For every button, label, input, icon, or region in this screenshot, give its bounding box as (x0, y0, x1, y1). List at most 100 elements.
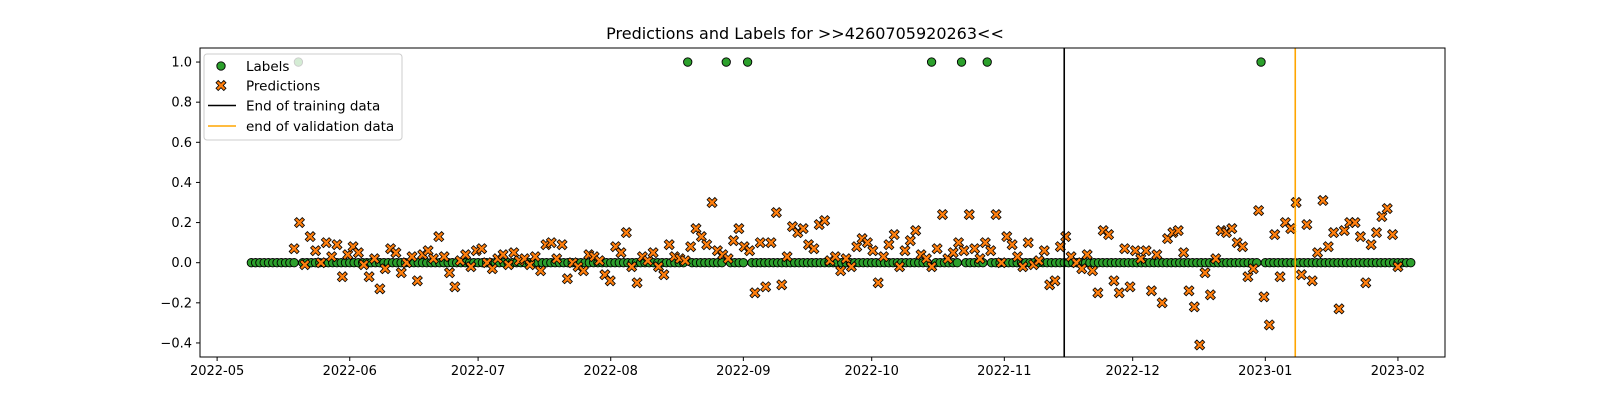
label-point (721, 57, 731, 67)
prediction-point (679, 255, 691, 267)
prediction-point (411, 275, 423, 287)
prediction-point (1103, 229, 1115, 241)
prediction-point (936, 208, 949, 221)
label-point (1256, 57, 1266, 67)
prediction-point (1172, 225, 1184, 237)
prediction-point (658, 269, 670, 281)
prediction-point (342, 249, 354, 261)
prediction-point (1017, 261, 1029, 273)
prediction-point (529, 251, 541, 263)
label-point (738, 258, 749, 268)
prediction-point (379, 263, 391, 275)
legend-entry-0: Labels (246, 59, 289, 75)
prediction-point (872, 277, 884, 289)
prediction-point (1236, 241, 1249, 253)
prediction-point (577, 265, 590, 277)
prediction-point (427, 253, 440, 265)
prediction-point (502, 259, 515, 271)
prediction-point (1290, 196, 1302, 209)
prediction-point (1060, 231, 1072, 243)
prediction-point (727, 235, 740, 247)
prediction-point (904, 235, 916, 247)
prediction-point (1113, 287, 1125, 299)
prediction-point (690, 223, 702, 235)
x-tick-label: 2022-08 (584, 364, 638, 379)
prediction-point (877, 251, 890, 263)
prediction-point (770, 206, 782, 219)
prediction-point (1365, 239, 1377, 251)
prediction-point (1242, 271, 1254, 283)
prediction-point (390, 247, 402, 259)
y-tick-label: 0.2 (171, 216, 192, 231)
x-tick-label: 2022-10 (845, 364, 899, 379)
prediction-point (974, 253, 986, 265)
prediction-point (1226, 223, 1238, 235)
y-tick-label: 0.8 (171, 96, 192, 111)
prediction-point (1387, 229, 1399, 241)
prediction-point (1006, 239, 1018, 251)
y-tick-label: 0.4 (171, 176, 192, 191)
prediction-point (910, 225, 922, 237)
chart-title: Predictions and Labels for >>42607059202… (606, 24, 1004, 43)
prediction-point (433, 231, 445, 243)
prediction-point (1156, 297, 1168, 309)
prediction-point (326, 251, 338, 263)
prediction-point (797, 223, 809, 235)
prediction-point (395, 267, 407, 279)
prediction-point (615, 247, 627, 259)
prediction-point (701, 239, 713, 251)
prediction-point (883, 239, 895, 251)
prediction-point (545, 237, 557, 249)
prediction-point (368, 253, 381, 265)
x-tick-label: 2022-06 (323, 364, 377, 379)
y-tick-label: −0.2 (160, 296, 192, 311)
y-tick-label: −0.4 (160, 336, 192, 351)
prediction-point (647, 247, 659, 259)
prediction-point (551, 253, 563, 265)
prediction-point (1274, 271, 1286, 283)
prediction-point (1145, 285, 1158, 297)
prediction-point (1354, 231, 1366, 243)
x-tick-label: 2022-09 (716, 364, 770, 379)
prediction-point (1247, 263, 1259, 275)
prediction-point (765, 237, 777, 249)
prediction-point (465, 261, 477, 273)
prediction-point (288, 243, 300, 255)
prediction-point (374, 283, 386, 295)
prediction-point (1129, 245, 1141, 257)
prediction-point (1092, 287, 1104, 299)
legend-box (203, 53, 403, 141)
prediction-point (1333, 303, 1345, 315)
prediction-point (299, 259, 311, 271)
prediction-point (695, 231, 707, 243)
prediction-point (476, 243, 488, 255)
label-point (982, 57, 992, 67)
prediction-point (422, 245, 434, 257)
axis-ticks: 2022-05 2022-06 2022-07 2022-08 2022-09 2022-… (160, 56, 1425, 379)
prediction-point (1119, 243, 1131, 255)
prediction-point (449, 281, 461, 293)
prediction-point (706, 196, 718, 209)
prediction-point (1263, 319, 1275, 331)
prediction-point (781, 251, 793, 263)
prediction-point (1210, 253, 1222, 265)
prediction-point (631, 277, 643, 289)
prediction-point (990, 208, 1002, 221)
prediction-point (776, 279, 788, 291)
prediction-point (320, 237, 332, 249)
prediction-point (1360, 277, 1372, 289)
prediction-point (861, 237, 874, 249)
prediction-point (1381, 202, 1393, 215)
prediction-point (1086, 265, 1099, 277)
prediction-point (497, 249, 509, 261)
prediction-point (524, 259, 536, 271)
prediction-point (1199, 267, 1211, 279)
prediction-point (1376, 210, 1388, 223)
label-point (956, 57, 967, 67)
prediction-point (604, 275, 616, 287)
legend-entry-2: End of training data (246, 99, 380, 115)
prediction-point (1054, 241, 1066, 253)
prediction-point (1183, 285, 1195, 297)
prediction-point (1038, 245, 1050, 257)
